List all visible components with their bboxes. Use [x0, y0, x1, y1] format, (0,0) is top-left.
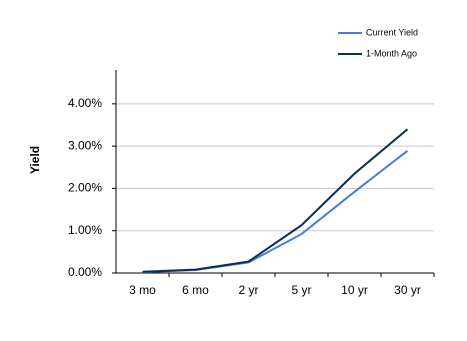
y-tick-label: 0.00% [68, 265, 102, 279]
x-tick-label: 3 mo [129, 283, 156, 297]
y-tick-label: 1.00% [68, 223, 102, 237]
x-tick-label: 10 yr [341, 283, 368, 297]
y-axis-label: Yield [28, 146, 42, 174]
series-line [142, 149, 409, 274]
series-line [142, 128, 409, 273]
x-tick-label: 5 yr [291, 283, 311, 297]
y-tick-label: 4.00% [68, 96, 102, 110]
x-tick-label: 6 mo [182, 283, 209, 297]
y-tick-label: 2.00% [68, 181, 102, 195]
x-tick-label: 30 yr [394, 283, 421, 297]
legend-label: 1-Month Ago [366, 48, 417, 58]
y-tick-label: 3.00% [68, 138, 102, 152]
legend-label: Current Yield [366, 27, 418, 37]
x-tick-label: 2 yr [238, 283, 258, 297]
